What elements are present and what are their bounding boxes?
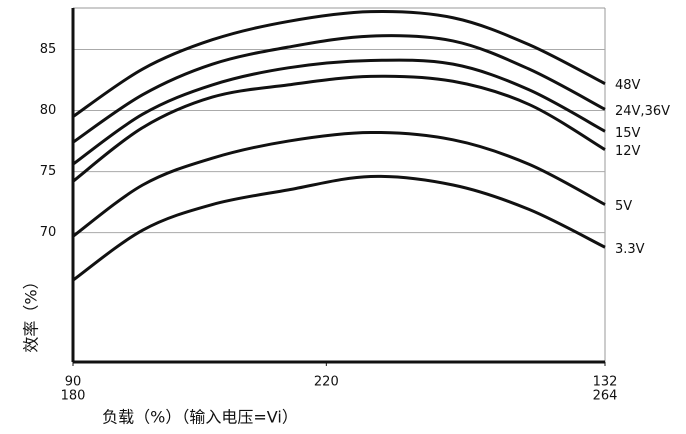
y-tick-label: 85 <box>40 42 57 57</box>
y-axis-title: 效率（%） <box>22 273 41 352</box>
series-line <box>72 34 606 144</box>
y-tick-label: 75 <box>40 164 57 179</box>
series-line <box>72 74 606 183</box>
series-line <box>72 174 606 282</box>
series-label: 24V,36V <box>615 104 670 119</box>
series-label: 3.3V <box>615 242 645 257</box>
x-tick-label: 220 <box>314 375 339 390</box>
series-line <box>72 58 606 166</box>
x-tick-label: 180 <box>61 389 86 404</box>
x-tick-label: 264 <box>593 389 618 404</box>
y-tick-label: 80 <box>40 103 57 118</box>
x-secondary-tick-label: 132 <box>593 375 618 390</box>
series-label: 15V <box>615 126 641 141</box>
x-axis-title: 负载（%）（输入电压=Vi） <box>102 408 298 427</box>
series-label: 48V <box>615 78 641 93</box>
series-line <box>72 131 606 238</box>
series-line <box>72 10 606 118</box>
y-tick-label: 70 <box>40 225 57 240</box>
x-secondary-tick-label: 90 <box>65 375 82 390</box>
series-label: 5V <box>615 199 632 214</box>
series-label: 12V <box>615 144 641 159</box>
